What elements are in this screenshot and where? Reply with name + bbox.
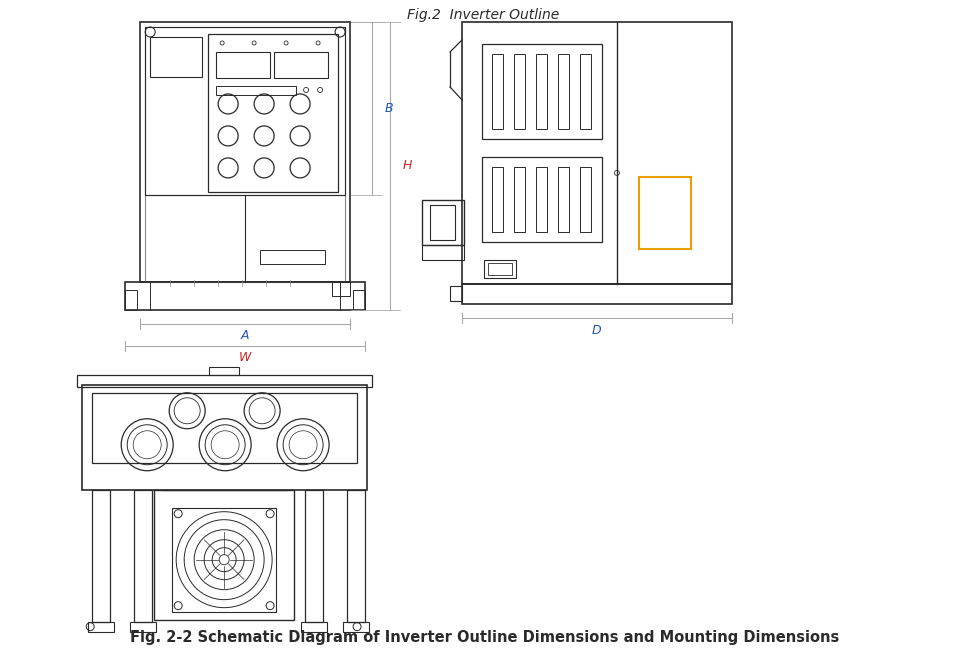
Bar: [492, 54, 503, 129]
Bar: [172, 508, 276, 611]
Bar: [580, 54, 591, 129]
Bar: [482, 44, 602, 139]
Text: Fig. 2-2 Schematic Diagram of Inverter Outline Dimensions and Mounting Dimension: Fig. 2-2 Schematic Diagram of Inverter O…: [130, 630, 840, 644]
Bar: [558, 167, 569, 232]
Bar: [462, 22, 732, 284]
Bar: [92, 393, 357, 463]
Text: H: H: [403, 160, 413, 173]
Bar: [88, 622, 115, 631]
Bar: [422, 200, 464, 245]
Bar: [209, 367, 239, 374]
Text: D: D: [592, 324, 602, 337]
Bar: [140, 22, 351, 282]
Bar: [134, 490, 152, 622]
Bar: [488, 263, 512, 275]
Bar: [353, 290, 365, 310]
Bar: [450, 286, 462, 301]
Text: W: W: [239, 351, 251, 364]
Bar: [536, 167, 547, 232]
Bar: [343, 622, 369, 631]
Bar: [146, 27, 345, 282]
Bar: [217, 52, 270, 78]
Bar: [305, 490, 323, 622]
Text: Fig.2  Inverter Outline: Fig.2 Inverter Outline: [407, 8, 559, 22]
Bar: [260, 250, 325, 264]
Bar: [208, 34, 338, 192]
Bar: [125, 290, 137, 310]
Bar: [514, 167, 525, 232]
Bar: [558, 54, 569, 129]
Bar: [347, 490, 365, 622]
Bar: [430, 205, 455, 240]
Bar: [125, 282, 365, 310]
Bar: [492, 167, 503, 232]
Bar: [301, 622, 327, 631]
Bar: [639, 177, 691, 249]
Bar: [83, 385, 367, 490]
Bar: [92, 490, 111, 622]
Bar: [146, 27, 345, 195]
Text: B: B: [385, 102, 393, 115]
Bar: [217, 86, 296, 95]
Bar: [462, 284, 732, 304]
Bar: [514, 54, 525, 129]
Bar: [130, 622, 156, 631]
Bar: [422, 245, 464, 260]
Bar: [536, 54, 547, 129]
Bar: [580, 167, 591, 232]
Bar: [154, 490, 294, 620]
Bar: [274, 52, 328, 78]
Bar: [482, 157, 602, 242]
Text: A: A: [241, 329, 250, 342]
Bar: [151, 37, 202, 77]
Bar: [78, 374, 372, 387]
Bar: [484, 260, 516, 278]
Bar: [332, 282, 351, 296]
